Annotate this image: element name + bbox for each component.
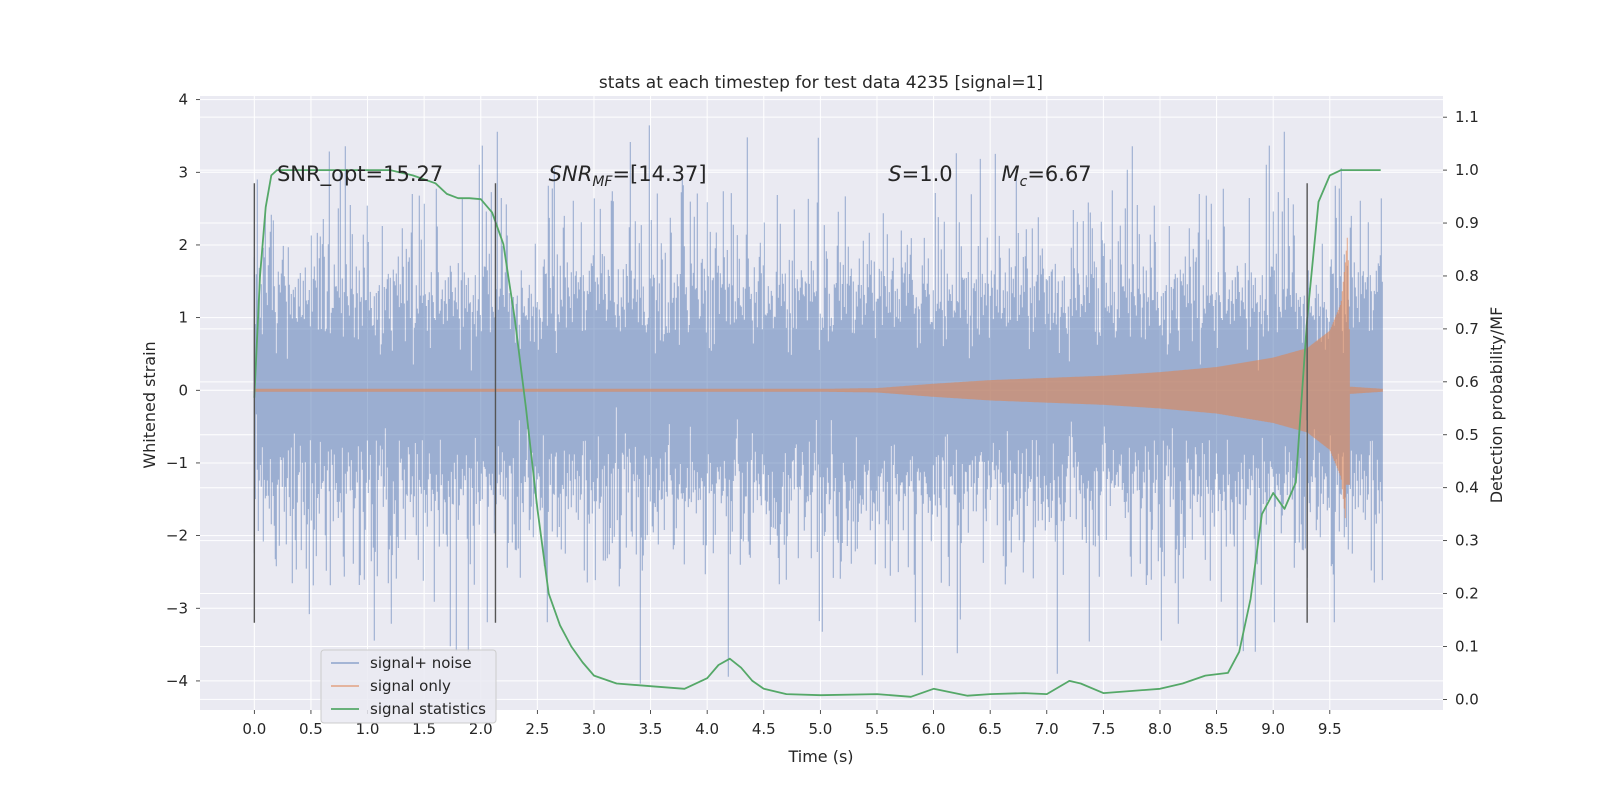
y-tick-label: 4 — [178, 91, 188, 109]
annotation-text: M — [1001, 162, 1019, 186]
x-tick-label: 4.0 — [695, 720, 719, 738]
y-tick-label: −4 — [166, 672, 188, 690]
y2-tick-label: 0.7 — [1455, 320, 1479, 338]
y2-tick-label: 1.1 — [1455, 108, 1479, 126]
x-tick-label: 2.0 — [469, 720, 493, 738]
x-tick-label: 7.0 — [1035, 720, 1059, 738]
annotations: SNR_opt=15.27 SNRMF=[14.37] S=1.0 Mc=6.67 — [277, 162, 1092, 190]
annotation-3: Mc=6.67 — [1001, 162, 1091, 190]
y-tick-label: 2 — [178, 236, 188, 254]
data-series — [253, 125, 1383, 698]
annotation-text: S — [888, 162, 901, 186]
x-tick-label: 3.5 — [639, 720, 663, 738]
legend-box — [320, 649, 497, 724]
x-tick-label: 3.0 — [582, 720, 606, 738]
legend-label-signal-statistics: signal statistics — [370, 700, 486, 718]
annotation-text: SNR — [549, 162, 593, 186]
annotation-subscript: MF — [592, 174, 613, 190]
y2-axis-label: Detection probability/MF — [1487, 307, 1506, 504]
x-tick-label: 9.5 — [1318, 720, 1342, 738]
x-tick-label: 8.0 — [1148, 720, 1172, 738]
y-tick-label: 1 — [178, 309, 188, 327]
annotation-value: =6.67 — [1027, 162, 1091, 186]
x-tick-label: 0.5 — [299, 720, 323, 738]
x-tick-label: 8.5 — [1205, 720, 1229, 738]
x-tick-label: 4.5 — [752, 720, 776, 738]
x-tick-label: 7.5 — [1091, 720, 1115, 738]
x-tick-label: 9.0 — [1261, 720, 1285, 738]
series-signal-statistics — [253, 169, 1381, 698]
y2-tick-label: 0.8 — [1455, 267, 1479, 285]
y2-tick-label: 0.3 — [1455, 532, 1479, 550]
annotation-0: SNR_opt=15.27 — [277, 162, 443, 187]
tick-labels: 0.0 0.5 1.0 1.5 2.0 2.5 3.0 3.5 4.0 4.5 5.0 5.5 6.0 6… — [166, 91, 1479, 738]
y2-tick-label: 0.1 — [1455, 637, 1479, 655]
chart-title: stats at each timestep for test data 423… — [599, 73, 1043, 93]
annotation-subscript: c — [1020, 174, 1028, 190]
annotation-value: =[14.37] — [612, 162, 706, 186]
y-tick-label: −1 — [166, 454, 188, 472]
y2-tick-label: 0.0 — [1455, 690, 1479, 708]
x-tick-label: 5.5 — [865, 720, 889, 738]
y-tick-label: −3 — [166, 599, 188, 617]
x-tick-label: 5.0 — [808, 720, 832, 738]
annotation-1: SNRMF=[14.37] — [549, 162, 707, 190]
marker-lines — [253, 183, 1308, 623]
y-tick-label: −2 — [166, 527, 188, 545]
y-axis-label: Whitened strain — [140, 341, 159, 468]
annotation-text: SNR_opt=15.27 — [277, 162, 443, 187]
y2-tick-label: 0.5 — [1455, 426, 1479, 444]
y2-tick-label: 0.2 — [1455, 585, 1479, 603]
legend: signal+ noise signal only signal statist… — [320, 649, 497, 724]
y2-tick-label: 0.9 — [1455, 214, 1479, 232]
x-tick-label: 1.0 — [356, 720, 380, 738]
legend-label-signal-only: signal only — [370, 677, 451, 695]
x-tick-label: 2.5 — [525, 720, 549, 738]
y2-tick-label: 0.4 — [1455, 479, 1479, 497]
y2-tick-label: 0.6 — [1455, 373, 1479, 391]
y-tick-label: 0 — [178, 381, 188, 399]
legend-label-signal-noise: signal+ noise — [370, 654, 472, 672]
x-tick-label: 0.0 — [242, 720, 266, 738]
x-tick-label: 6.0 — [922, 720, 946, 738]
y2-tick-label: 1.0 — [1455, 161, 1479, 179]
annotation-value: =1.0 — [902, 162, 953, 186]
x-axis-label: Time (s) — [787, 747, 853, 766]
x-tick-label: 6.5 — [978, 720, 1002, 738]
x-tick-label: 1.5 — [412, 720, 436, 738]
annotation-2: S=1.0 — [888, 162, 952, 186]
y-tick-label: 3 — [178, 163, 188, 181]
